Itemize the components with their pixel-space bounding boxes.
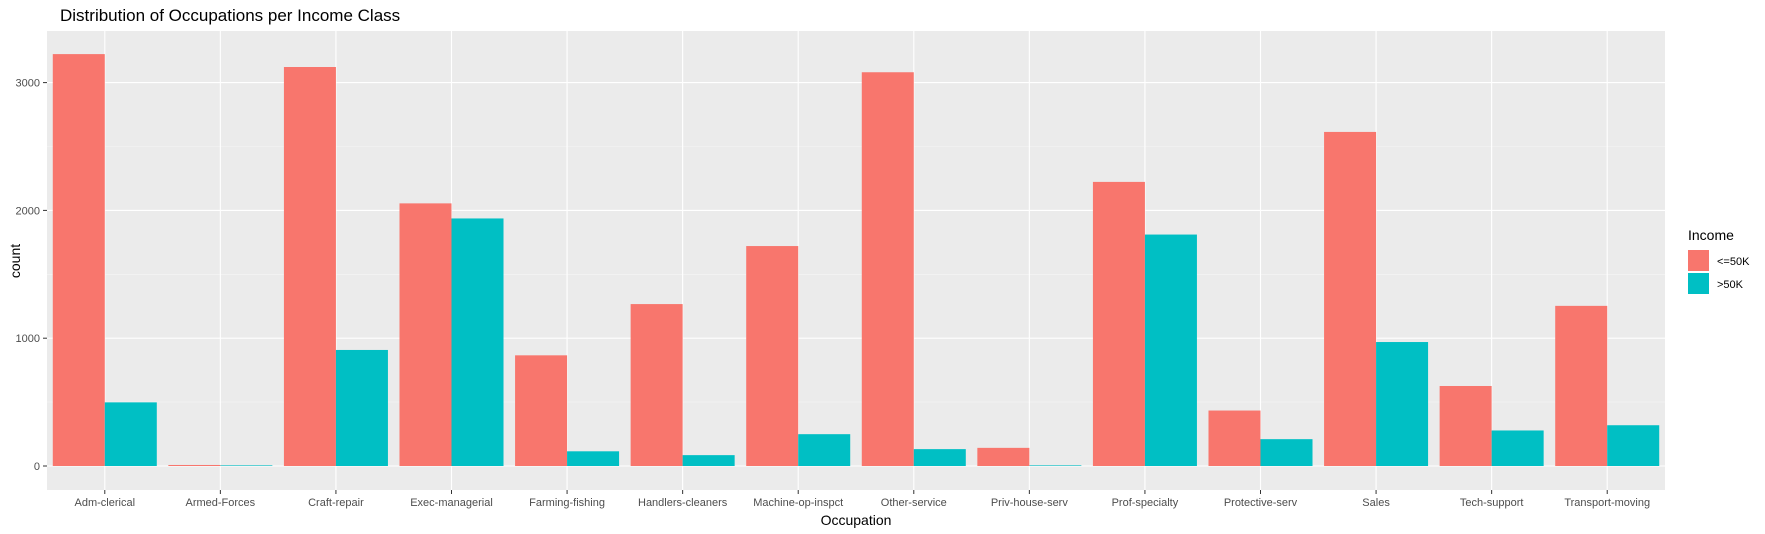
bar-gt50k (682, 455, 735, 466)
chart-title: Distribution of Occupations per Income C… (60, 6, 400, 25)
bar-le50k (630, 304, 683, 466)
y-axis: 0 1000 2000 3000 (16, 78, 47, 473)
bar-le50k (399, 203, 452, 466)
y-axis-title: count (7, 244, 23, 278)
bar-gt50k (1260, 439, 1313, 466)
bar-gt50k (1376, 342, 1429, 466)
bar-gt50k (1491, 430, 1544, 466)
x-tick-label: Tech-support (1460, 497, 1524, 509)
bar-le50k (168, 464, 221, 466)
x-tick-label: Handlers-cleaners (638, 497, 728, 509)
bar-le50k (1324, 131, 1377, 467)
legend-key (1688, 273, 1709, 294)
bar-gt50k (335, 349, 388, 466)
bar-le50k (861, 72, 914, 466)
legend: Income <=50K >50K (1688, 227, 1750, 294)
y-tick-label: 0 (34, 461, 40, 473)
y-tick-label: 3000 (16, 78, 40, 90)
x-tick-label: Adm-clerical (75, 497, 136, 509)
bar-gt50k (1607, 425, 1660, 466)
bar-gt50k (913, 449, 966, 466)
x-tick-label: Prof-specialty (1112, 497, 1179, 509)
y-tick-label: 1000 (16, 333, 40, 345)
bar-le50k (1208, 410, 1261, 466)
x-tick-label: Transport-moving (1564, 497, 1650, 509)
bar-gt50k (567, 451, 620, 466)
bar-gt50k (220, 465, 273, 466)
bar-le50k (746, 246, 799, 466)
legend-label: >50K (1717, 279, 1744, 291)
x-tick-label: Exec-managerial (410, 497, 493, 509)
bar-gt50k (1144, 234, 1197, 466)
bar-gt50k (104, 402, 157, 466)
bar-le50k (283, 67, 336, 467)
bar-le50k (1555, 305, 1608, 466)
x-tick-label: Armed-Forces (186, 497, 256, 509)
bar-le50k (977, 447, 1030, 466)
x-axis: Adm-clerical Armed-Forces Craft-repair Exec… (75, 490, 1650, 509)
x-tick-label: Farming-fishing (529, 497, 605, 509)
bars (52, 54, 1660, 467)
x-tick-label: Priv-house-serv (991, 497, 1069, 509)
x-tick-label: Machine-op-inspct (753, 497, 843, 509)
y-tick-label: 2000 (16, 205, 40, 217)
bar-gt50k (1029, 465, 1082, 466)
legend-title: Income (1688, 227, 1734, 243)
bar-le50k (1439, 385, 1492, 466)
legend-label: <=50K (1717, 256, 1750, 268)
bar-le50k (52, 54, 105, 467)
bar-le50k (515, 355, 568, 466)
bar-gt50k (798, 434, 851, 466)
bar-le50k (1092, 181, 1145, 466)
legend-key (1688, 250, 1709, 271)
x-tick-label: Sales (1362, 497, 1390, 509)
x-tick-label: Craft-repair (308, 497, 364, 509)
x-tick-label: Protective-serv (1224, 497, 1298, 509)
x-axis-title: Occupation (821, 512, 892, 528)
bar-gt50k (451, 218, 504, 466)
x-tick-label: Other-service (881, 497, 947, 509)
